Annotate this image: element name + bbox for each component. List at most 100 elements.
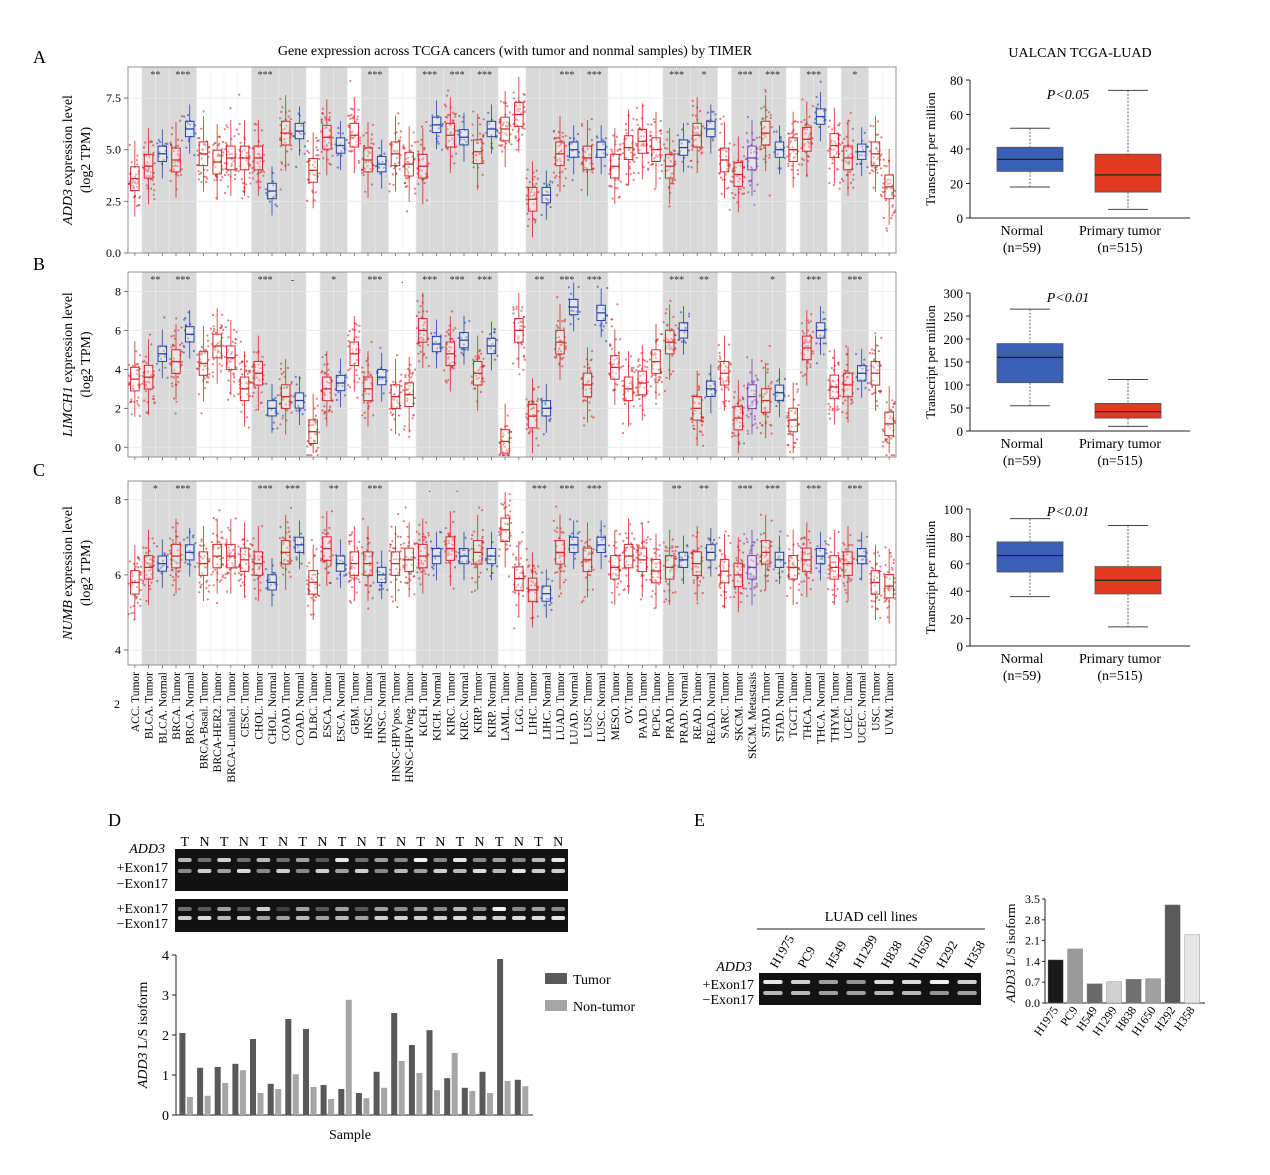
data-point [272,427,275,431]
significance-mark: *** [422,70,437,81]
data-point [310,538,313,542]
data-point [754,374,757,377]
data-point [361,171,364,174]
data-point [288,109,291,113]
data-point [204,144,207,147]
box-hnsc-hpvneg-tumor [402,126,417,213]
data-point [382,392,385,395]
data-point [512,91,515,94]
data-point [800,322,804,325]
box-dlbc-tumor [305,538,321,620]
data-point [444,334,447,338]
data-point [537,427,540,430]
data-point [247,426,250,429]
data-point [306,454,309,457]
data-point [749,371,752,374]
data-point [135,350,138,353]
data-point [310,613,313,616]
box-esca-normal [334,120,348,171]
data-point [879,167,883,170]
y-tick-label: 0.0 [106,246,121,260]
data-point [498,132,501,135]
data-point [534,221,537,224]
data-point [421,158,424,161]
data-point [664,147,667,150]
data-point [883,164,886,167]
data-point [227,150,230,153]
data-point [595,135,598,138]
significance-mark: *** [669,275,684,286]
data-point [402,146,405,149]
data-point [208,584,211,587]
data-point [235,167,238,170]
data-point [402,144,405,147]
data-point [224,148,227,151]
data-point [628,161,632,164]
data-point [455,152,458,155]
data-point [199,585,202,588]
data-point [660,163,663,167]
data-point [815,342,818,345]
data-point [871,385,874,388]
data-point [258,165,261,168]
data-point [388,408,391,411]
data-point [629,422,632,425]
data-point [482,159,485,162]
box-gbm-tumor [347,79,362,174]
data-point [389,411,392,414]
data-point [405,152,408,155]
data-point [359,142,362,145]
data-point [828,408,831,411]
data-point [152,151,155,155]
data-point [665,138,669,141]
data-point [144,141,147,144]
data-point [136,185,139,188]
box-usc-tumor [868,115,883,198]
data-point [703,127,706,130]
data-point [766,415,769,418]
data-point [605,321,608,324]
data-point [561,131,564,134]
data-point [678,338,681,341]
data-point [286,366,290,370]
data-point [642,166,645,169]
data-point [417,182,420,186]
box-cesc-tumor [237,522,252,598]
data-point [793,133,797,136]
data-point [279,526,282,529]
data-point [446,148,449,151]
data-point [367,160,370,163]
data-point [274,396,277,399]
data-point [802,374,805,377]
data-point [205,547,208,550]
data-point [739,187,742,191]
data-point [214,174,217,177]
data-point [322,112,325,115]
data-point [811,350,814,353]
data-point [535,169,538,172]
data-point [136,402,139,405]
data-point [211,363,214,366]
data-point [881,445,885,448]
data-point [433,331,436,334]
data-point [742,146,745,149]
data-point [354,335,358,338]
significance-mark: *** [559,275,574,286]
data-point [361,414,364,417]
data-point [425,120,428,124]
data-point [580,124,584,127]
data-point [638,364,641,367]
data-point [501,150,504,153]
data-point [890,217,893,220]
data-point [756,183,759,186]
data-point [809,320,813,323]
data-point [841,410,844,414]
data-point [251,171,254,174]
data-point [363,144,366,148]
data-point [728,142,731,145]
data-point [873,349,876,352]
data-point [673,178,677,181]
data-point [763,147,766,150]
